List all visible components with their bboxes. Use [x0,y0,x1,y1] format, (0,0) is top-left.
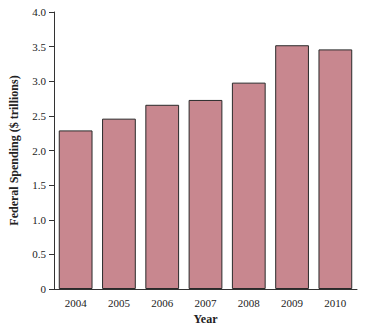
svg-text:2008: 2008 [238,297,261,309]
svg-text:3.5: 3.5 [32,41,46,53]
svg-text:2009: 2009 [281,297,304,309]
svg-text:2.0: 2.0 [32,145,46,157]
svg-text:0.5: 0.5 [32,248,46,260]
svg-text:2004: 2004 [65,297,88,309]
svg-text:2.5: 2.5 [32,110,46,122]
svg-text:4.0: 4.0 [32,6,46,18]
svg-text:1.5: 1.5 [32,179,46,191]
svg-text:Federal Spending ($ trillions): Federal Spending ($ trillions) [7,75,21,225]
svg-text:2007: 2007 [195,297,218,309]
svg-text:1.0: 1.0 [32,214,46,226]
svg-text:2006: 2006 [151,297,174,309]
svg-text:2005: 2005 [108,297,130,309]
svg-text:Year: Year [194,312,219,326]
svg-text:0: 0 [41,283,47,295]
svg-text:3.0: 3.0 [32,75,46,87]
svg-text:2010: 2010 [324,297,347,309]
